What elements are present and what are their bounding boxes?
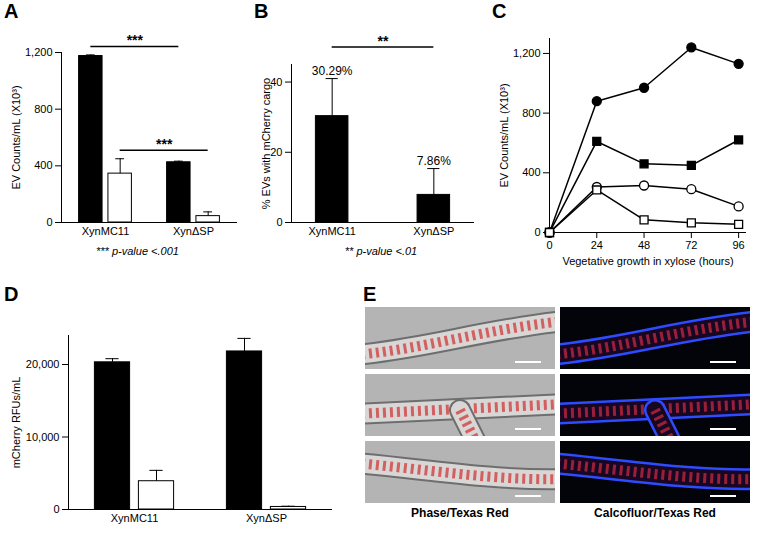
svg-text:48: 48 <box>638 239 650 251</box>
svg-text:20,000: 20,000 <box>26 358 60 370</box>
svg-text:30.29%: 30.29% <box>312 64 353 78</box>
svg-text:800: 800 <box>522 107 540 119</box>
svg-text:XynMC11: XynMC11 <box>111 512 158 524</box>
svg-text:1,200: 1,200 <box>25 46 53 58</box>
svg-text:XynΔSP: XynΔSP <box>413 225 454 237</box>
svg-text:0: 0 <box>534 226 540 238</box>
html-text:A: A <box>4 0 19 22</box>
svg-text:0: 0 <box>46 216 52 228</box>
svg-text:EV Counts/mL (X10³): EV Counts/mL (X10³) <box>498 83 510 187</box>
html-text:E: E <box>363 283 377 305</box>
svg-text:XynMC11: XynMC11 <box>308 225 355 237</box>
html-text:** p-value <.01: ** p-value <.01 <box>344 245 418 257</box>
html-text:D: D <box>4 283 19 305</box>
svg-text:**: ** <box>378 33 389 49</box>
html-text:Calcofluor/Texas Red: Calcofluor/Texas Red <box>594 506 716 520</box>
svg-text:Vegetative growth in xylose (h: Vegetative growth in xylose (hours) <box>562 255 733 267</box>
svg-text:EV Counts/mL (X10³): EV Counts/mL (X10³) <box>10 85 22 189</box>
html-text:*** p-value <.001: *** p-value <.001 <box>96 245 179 257</box>
html-text:B: B <box>254 0 269 22</box>
svg-text:1,200: 1,200 <box>513 47 541 59</box>
svg-text:96: 96 <box>732 239 744 251</box>
svg-text:0: 0 <box>276 216 282 228</box>
svg-text:% EVs with mCherry cargo: % EVs with mCherry cargo <box>260 78 272 209</box>
svg-text:0: 0 <box>546 239 552 251</box>
html-text:C: C <box>492 0 507 22</box>
svg-text:XynΔSP: XynΔSP <box>246 512 287 524</box>
html-text:Phase/Texas Red: Phase/Texas Red <box>411 506 509 520</box>
svg-text:10,000: 10,000 <box>26 431 60 443</box>
svg-text:400: 400 <box>34 159 52 171</box>
svg-text:40: 40 <box>270 75 283 88</box>
svg-text:0: 0 <box>53 503 59 515</box>
svg-text:24: 24 <box>591 239 603 251</box>
svg-text:800: 800 <box>34 103 52 115</box>
svg-text:20: 20 <box>270 145 283 158</box>
svg-text:72: 72 <box>685 239 697 251</box>
svg-text:mCherry RFUs/mL: mCherry RFUs/mL <box>10 377 22 469</box>
svg-text:400: 400 <box>522 166 540 178</box>
svg-text:XynΔSP: XynΔSP <box>173 225 214 237</box>
svg-text:***: *** <box>156 136 173 152</box>
svg-text:***: *** <box>127 32 144 48</box>
svg-text:7.86%: 7.86% <box>417 154 451 168</box>
svg-text:XynMC11: XynMC11 <box>82 225 129 237</box>
